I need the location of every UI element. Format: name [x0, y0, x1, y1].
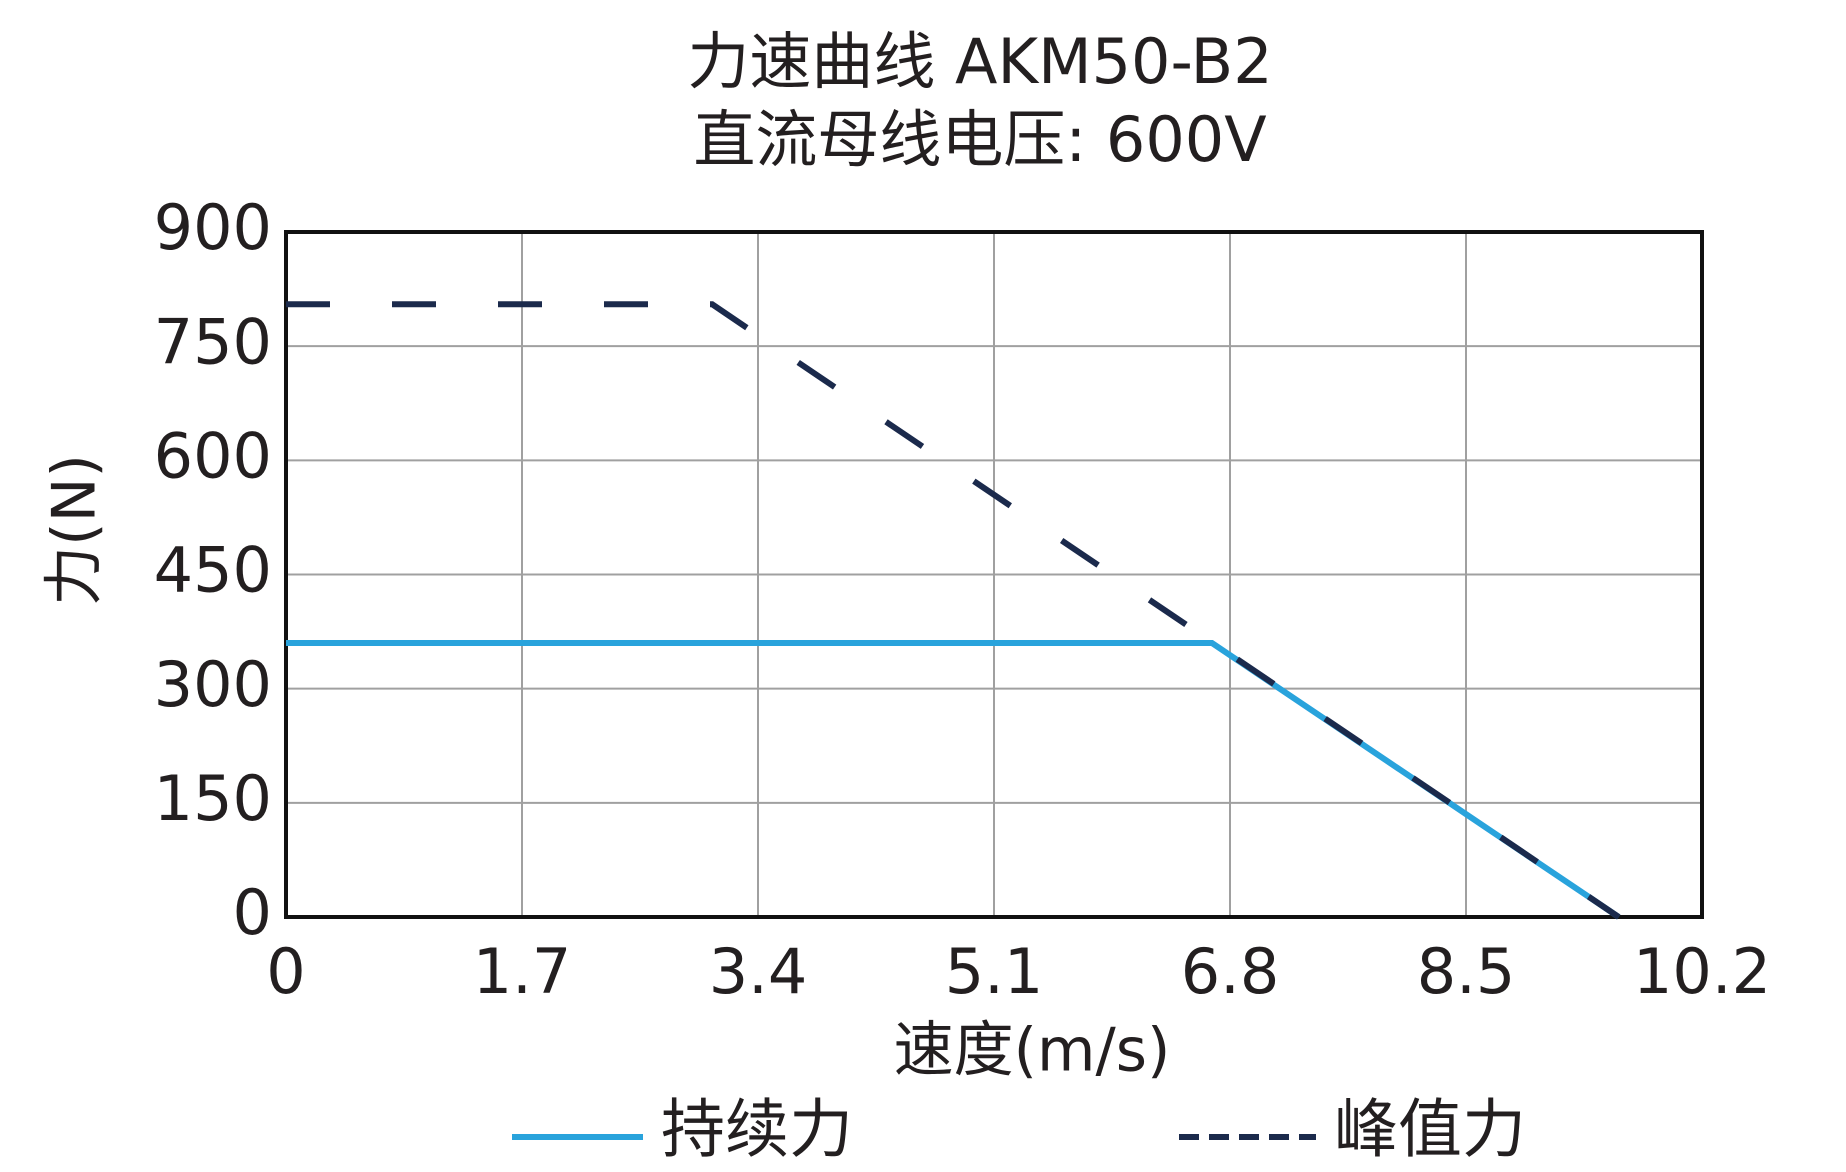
y-tick-label: 300: [154, 648, 272, 721]
x-tick-label: 1.7: [473, 935, 572, 1008]
x-tick-label: 5.1: [945, 935, 1044, 1008]
series-line: [286, 640, 1621, 920]
x-tick-label: 3.4: [709, 935, 808, 1008]
y-tick-label: 150: [154, 762, 272, 835]
y-tick-label: 450: [154, 534, 272, 607]
legend-label: 峰值力: [1334, 1094, 1526, 1168]
x-axis-label: 速度(m/s): [894, 1016, 1171, 1086]
x-tick-label: 10.2: [1633, 935, 1771, 1008]
y-tick-label: 600: [154, 419, 272, 492]
series-line: [286, 301, 1621, 920]
legend-label: 持续力: [661, 1094, 853, 1168]
x-tick-label: 0: [266, 935, 305, 1008]
x-tick-label: 8.5: [1417, 935, 1516, 1008]
y-tick-label: 0: [233, 876, 272, 949]
x-tick-label: 6.8: [1181, 935, 1280, 1008]
chart-subtitle: 直流母线电压: 600V: [693, 103, 1266, 176]
y-tick-label: 750: [154, 305, 272, 378]
y-tick-label: 900: [154, 191, 272, 264]
y-axis-label: 力(N): [40, 454, 110, 606]
chart-title: 力速曲线 AKM50-B2: [687, 25, 1272, 98]
plot-frame: [284, 230, 1704, 919]
